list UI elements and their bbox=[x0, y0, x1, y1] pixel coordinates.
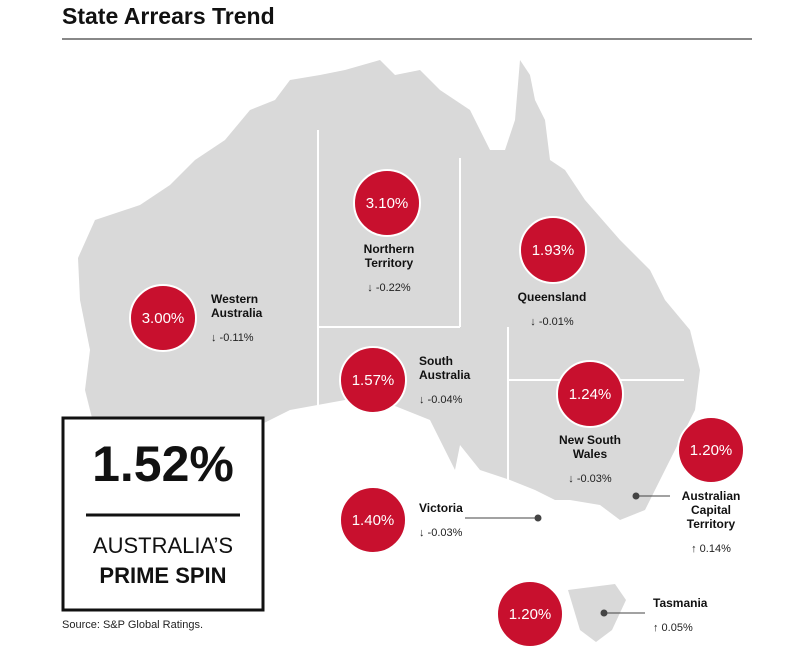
rate-circle bbox=[339, 486, 407, 554]
state-name: Wales bbox=[573, 447, 608, 461]
rate-circle bbox=[353, 169, 421, 237]
source: Source: S&P Global Ratings. bbox=[62, 619, 203, 631]
rate-circle bbox=[496, 580, 564, 648]
state-name: New South bbox=[559, 433, 621, 447]
national-label: AUSTRALIA’S bbox=[93, 533, 233, 558]
title: State Arrears Trend bbox=[62, 3, 275, 29]
mainland bbox=[78, 60, 700, 520]
state-change: ↓ -0.03% bbox=[419, 527, 463, 539]
state-change: ↓ -0.04% bbox=[419, 394, 463, 406]
state-name: Australia bbox=[419, 368, 471, 382]
leaders bbox=[465, 492, 670, 617]
rate-circle bbox=[556, 360, 624, 428]
tasmania-shape bbox=[568, 584, 626, 642]
state-name: Capital bbox=[691, 503, 731, 517]
state-name: Australia bbox=[211, 306, 263, 320]
state-name: South bbox=[419, 354, 453, 368]
state-name: Territory bbox=[365, 256, 414, 270]
state-name: Australian bbox=[682, 489, 741, 503]
state-name: Tasmania bbox=[653, 596, 708, 610]
rate-circle bbox=[677, 416, 745, 484]
map bbox=[78, 60, 700, 642]
state-name: Northern bbox=[364, 242, 415, 256]
state-change: ↓ -0.11% bbox=[211, 332, 254, 344]
state-name: Western bbox=[211, 292, 258, 306]
rate-circle bbox=[339, 346, 407, 414]
state-change: ↓ -0.03% bbox=[568, 473, 612, 485]
state-name: Territory bbox=[687, 517, 736, 531]
rate-circle bbox=[519, 216, 587, 284]
rate-value: 1.93% bbox=[532, 242, 575, 259]
state-change: ↓ -0.01% bbox=[530, 316, 574, 328]
national-rate: 1.52% bbox=[92, 436, 234, 492]
state-change: ↑ 0.05% bbox=[653, 622, 693, 634]
state-name: Victoria bbox=[419, 501, 463, 515]
rate-value: 1.20% bbox=[690, 442, 733, 459]
rate-value: 1.20% bbox=[509, 606, 552, 623]
rate-value: 1.57% bbox=[352, 372, 395, 389]
national-label: PRIME SPIN bbox=[99, 563, 226, 588]
state-change: ↑ 0.14% bbox=[691, 543, 731, 555]
rate-value: 3.10% bbox=[366, 195, 409, 212]
rate-value: 3.00% bbox=[142, 310, 185, 327]
state-change: ↓ -0.22% bbox=[367, 282, 411, 294]
state-name: Queensland bbox=[518, 290, 587, 304]
rate-circle bbox=[129, 284, 197, 352]
rate-value: 1.24% bbox=[569, 386, 612, 403]
rate-value: 1.40% bbox=[352, 512, 395, 529]
